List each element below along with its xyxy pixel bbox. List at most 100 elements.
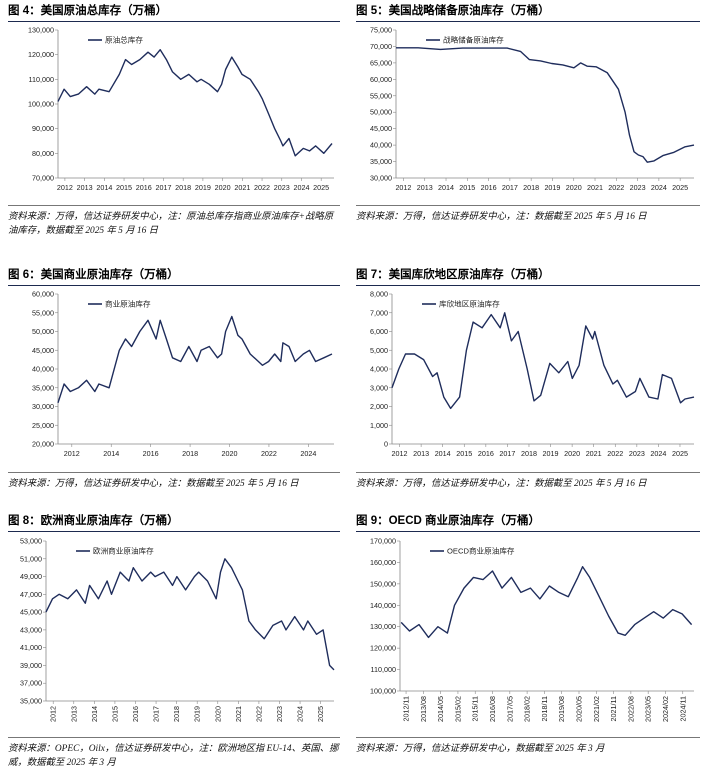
x-tick-label: 2024/11	[678, 696, 687, 721]
x-tick-label: 2022	[608, 183, 624, 192]
y-tick-label: 130,000	[370, 622, 396, 631]
panel-title-fig5: 图 5：美国战略储备原油库存（万桶）	[356, 3, 700, 22]
x-tick-label: 2022	[254, 706, 263, 722]
chart-commercial-crude-inventory: 20,000 25,000 30,000 35,000 40,000 45,000 50,0…	[32, 290, 334, 458]
x-tick-label: 2016	[131, 706, 140, 722]
legend-label: 欧洲商业原油库存	[93, 546, 154, 556]
y-tick-label: 50,000	[32, 327, 54, 336]
x-tick-label: 2019	[543, 449, 559, 458]
x-tick-label: 2024/02	[661, 696, 670, 722]
x-tick-label: 2014	[435, 449, 451, 458]
x-tick-label: 2015	[459, 183, 475, 192]
source-note-fig7: 资料来源：万得，信达证券研发中心，注：数据截至 2025 年 5 月 16 日	[356, 472, 700, 491]
x-tick-label: 2022	[607, 449, 623, 458]
x-tick-label: 2021/11	[609, 696, 618, 721]
y-tick-label: 160,000	[370, 558, 396, 567]
y-tick-label: 0	[384, 440, 388, 449]
x-tick-label: 2017	[155, 183, 171, 192]
panel-title-fig6: 图 6：美国商业原油库存（万桶）	[8, 267, 340, 286]
x-tick-label: 2019	[195, 183, 211, 192]
x-tick-label: 2012	[392, 449, 408, 458]
x-tick-label: 2017	[152, 706, 161, 722]
legend-label: 库欣地区原油库存	[439, 299, 500, 309]
x-tick-label: 2018/02	[523, 696, 532, 722]
chart-total-crude-inventory: 70,000 80,000 90,000 100,000 110,000 120,000 1…	[28, 26, 334, 192]
x-tick-label: 2024	[296, 706, 305, 722]
y-tick-label: 70,000	[32, 174, 54, 183]
y-tick-label: 40,000	[32, 365, 54, 374]
y-tick-label: 150,000	[370, 579, 396, 588]
x-tick-label: 2015/02	[453, 696, 462, 722]
x-tick-label: 2022	[254, 183, 270, 192]
y-tick-label: 40,000	[370, 141, 392, 150]
x-tick-label: 2012	[49, 706, 58, 722]
x-tick-label: 2014/05	[436, 696, 445, 722]
x-tick-label: 2022	[261, 449, 277, 458]
y-tick-label: 45,000	[20, 608, 42, 617]
x-tick-label: 2016/08	[488, 696, 497, 722]
x-tick-label: 2013	[69, 706, 78, 722]
chart-oecd-commercial-inventory: 100,000 110,000 120,000 130,000 140,000 150,0…	[370, 537, 694, 722]
y-tick-label: 170,000	[370, 537, 396, 546]
source-note-fig6: 资料来源：万得，信达证券研发中心，注：数据截至 2025 年 5 月 16 日	[8, 472, 340, 491]
x-tick-label: 2016	[481, 183, 497, 192]
source-note-fig8: 资料来源：OPEC，Oilx，信达证券研发中心，注：欧洲地区指 EU-14、英国…	[8, 737, 340, 770]
source-note-fig9: 资料来源：万得，信达证券研发中心，数据截至 2025 年 3 月	[356, 737, 700, 756]
x-tick-label: 2022/08	[626, 696, 635, 722]
series-line	[45, 558, 335, 671]
x-tick-label: 2021	[234, 183, 250, 192]
series-line	[396, 47, 695, 163]
panel-title-fig9: 图 9：OECD 商业原油库存（万桶）	[356, 513, 700, 532]
series-line	[57, 49, 333, 157]
x-tick-label: 2020	[566, 183, 582, 192]
y-tick-label: 8,000	[370, 290, 388, 299]
panel-title-fig4: 图 4：美国原油总库存（万桶）	[8, 3, 340, 22]
chart-europe-commercial-inventory: 35,000 37,000 39,000 41,000 43,000 45,000 47,0…	[20, 537, 335, 722]
y-tick-label: 75,000	[370, 26, 392, 35]
y-tick-label: 35,000	[20, 697, 42, 706]
y-tick-label: 50,000	[370, 108, 392, 117]
y-tick-label: 110,000	[29, 75, 54, 84]
y-tick-label: 70,000	[370, 42, 392, 51]
y-tick-label: 30,000	[32, 402, 54, 411]
x-tick-label: 2015	[110, 706, 119, 722]
x-tick-label: 2020/05	[574, 696, 583, 722]
legend-label: 战略储备原油库存	[443, 35, 504, 45]
x-tick-label: 2021/02	[592, 696, 601, 722]
series-line	[400, 566, 693, 639]
y-tick-label: 1,000	[370, 421, 388, 430]
x-tick-label: 2023	[275, 706, 284, 722]
y-tick-label: 51,000	[20, 554, 42, 563]
x-tick-label: 2021	[587, 183, 603, 192]
y-tick-label: 60,000	[32, 290, 54, 299]
x-tick-label: 2024	[293, 183, 309, 192]
x-tick-label: 2016	[143, 449, 159, 458]
x-tick-label: 2025	[316, 706, 325, 722]
y-tick-label: 80,000	[32, 149, 54, 158]
x-tick-label: 2018	[182, 449, 198, 458]
y-tick-label: 47,000	[20, 590, 42, 599]
y-tick-label: 35,000	[32, 383, 54, 392]
chart-cushing-inventory: 0 1,000 2,000 3,000 4,000 5,000 6,000 7,000 8,00…	[370, 290, 695, 458]
y-tick-label: 39,000	[20, 661, 42, 670]
y-tick-label: 6,000	[370, 327, 388, 336]
x-tick-label: 2020	[564, 449, 580, 458]
y-tick-label: 25,000	[32, 421, 54, 430]
x-tick-label: 2017/05	[505, 696, 514, 722]
y-tick-label: 30,000	[370, 174, 392, 183]
y-tick-label: 55,000	[32, 308, 54, 317]
x-tick-label: 2013	[77, 183, 93, 192]
x-tick-label: 2024	[650, 449, 666, 458]
x-tick-label: 2018	[521, 449, 537, 458]
y-tick-label: 35,000	[370, 157, 392, 166]
x-tick-label: 2018/11	[540, 696, 549, 721]
y-tick-label: 20,000	[32, 440, 54, 449]
source-note-fig4: 资料来源：万得，信达证券研发中心，注：原油总库存指商业原油库存+战略原油库存，数…	[8, 205, 340, 238]
y-tick-label: 140,000	[370, 601, 396, 610]
x-tick-label: 2015/11	[471, 696, 480, 721]
y-tick-label: 4,000	[370, 365, 388, 374]
x-tick-label: 2015	[456, 449, 472, 458]
x-tick-label: 2023	[630, 183, 646, 192]
y-tick-label: 41,000	[20, 643, 42, 652]
legend-label: OECD商业原油库存	[447, 546, 515, 556]
